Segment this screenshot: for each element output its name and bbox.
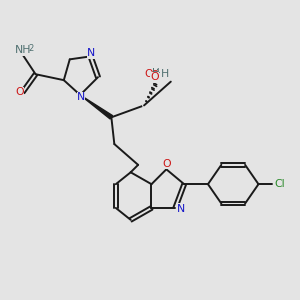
Text: Cl: Cl [274, 179, 285, 189]
Text: 2: 2 [28, 44, 34, 53]
Text: N: N [176, 204, 185, 214]
Text: O: O [162, 159, 171, 169]
Text: N: N [76, 92, 85, 102]
Text: NH: NH [15, 44, 31, 55]
Text: O: O [15, 87, 23, 97]
Text: O: O [150, 72, 159, 82]
Text: N: N [87, 48, 95, 59]
Text: H: H [152, 68, 160, 78]
Polygon shape [80, 95, 112, 119]
Text: O: O [151, 70, 159, 80]
Text: 2: 2 [27, 46, 32, 56]
Text: O: O [144, 69, 153, 79]
Text: H: H [161, 69, 169, 79]
Text: NH: NH [14, 45, 31, 56]
Text: H: H [156, 69, 164, 79]
